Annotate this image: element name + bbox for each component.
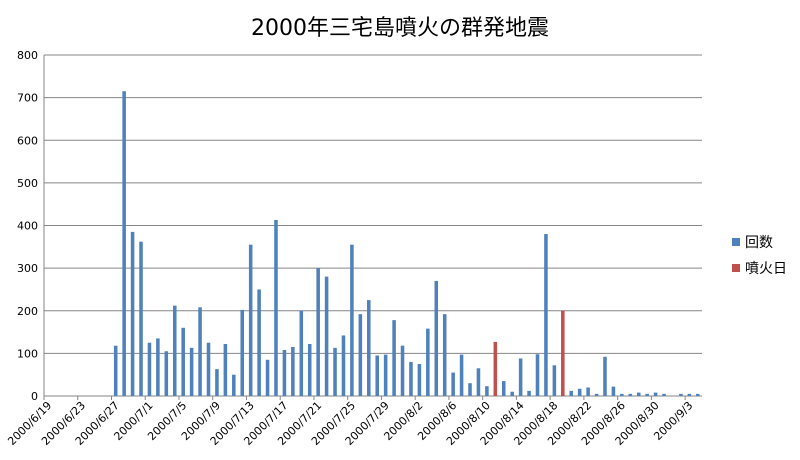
bar-count (122, 91, 126, 396)
y-tick-label: 200 (17, 305, 38, 318)
bar-count (518, 358, 523, 396)
bar-count (156, 338, 160, 396)
y-tick-label: 700 (17, 92, 38, 105)
bar-count (510, 391, 514, 396)
bar-count (535, 354, 540, 396)
bar-count (400, 345, 405, 396)
bar-count (164, 351, 169, 396)
bar-count (139, 241, 143, 396)
bar-count (459, 354, 464, 396)
bar-count (653, 392, 658, 396)
bar-count (172, 305, 177, 396)
y-tick-label: 400 (17, 220, 38, 233)
bar-count (594, 393, 599, 396)
bar-count (147, 342, 152, 396)
bar-count (645, 393, 649, 396)
bar-count (333, 347, 337, 396)
y-tick-label: 800 (17, 49, 38, 62)
bar-count (375, 355, 379, 396)
bar-count (552, 365, 557, 396)
bar-count (603, 356, 607, 396)
bar-count (307, 343, 312, 396)
bar-count (316, 268, 320, 396)
legend-item-count: 回数 (732, 229, 787, 255)
y-tick-label: 500 (17, 177, 38, 190)
bar-count (299, 310, 304, 396)
y-tick-label: 300 (17, 262, 38, 275)
bar-count (198, 307, 202, 396)
bar-count (476, 368, 481, 396)
bar-count (291, 346, 295, 396)
bar-count (409, 361, 413, 396)
bar-count (611, 386, 616, 396)
bar-count (501, 381, 506, 396)
legend-label-count: 回数 (745, 235, 773, 251)
bar-count (358, 314, 363, 396)
bar-count (383, 354, 388, 396)
bar-count (223, 343, 228, 396)
bar-count (206, 342, 211, 396)
bar-count (451, 372, 455, 396)
bar-count (620, 393, 624, 396)
bar-count (636, 392, 641, 396)
bar-count (350, 244, 354, 396)
bar-count (687, 393, 692, 396)
bar-count (240, 309, 245, 396)
bar-count (130, 231, 135, 396)
bar-count (265, 359, 270, 396)
bar-count (662, 393, 666, 396)
bar-count (527, 390, 531, 396)
bar-count (257, 289, 261, 396)
legend-item-eruption: 噴火日 (732, 255, 787, 281)
chart-title: 2000年三宅島噴火の群発地震 (251, 16, 549, 41)
bar-count (544, 234, 548, 396)
bar-count (679, 393, 683, 396)
legend-swatch-eruption (732, 264, 740, 272)
bar-count (181, 327, 185, 396)
bar-count (232, 374, 236, 396)
legend-label-eruption: 噴火日 (745, 261, 787, 277)
bar-count (485, 386, 489, 396)
bar-count (586, 387, 590, 396)
bar-count (434, 280, 439, 396)
bar-count (282, 349, 287, 396)
bar-count (577, 388, 582, 396)
bar-count (417, 364, 422, 396)
bar-count (468, 383, 472, 396)
bar-count (324, 276, 329, 396)
bar-count (628, 393, 633, 396)
bar-count (215, 369, 219, 396)
y-tick-label: 100 (17, 347, 38, 360)
bar-count (189, 347, 194, 396)
y-tick-label: 600 (17, 134, 38, 147)
bar-count (569, 390, 574, 396)
bar-count (696, 393, 700, 396)
bar-count (274, 219, 278, 396)
bar-count (367, 300, 371, 396)
bar-count (248, 244, 253, 396)
bar-eruption (561, 310, 565, 396)
legend-swatch-count (732, 238, 740, 246)
bar-count (113, 345, 118, 396)
bar-count (341, 335, 346, 396)
bar-count (392, 320, 396, 396)
legend: 回数 噴火日 (732, 229, 787, 281)
y-tick-label: 0 (31, 390, 38, 403)
bar-count (442, 314, 447, 396)
bar-count (426, 328, 430, 396)
bar-eruption (493, 341, 498, 396)
